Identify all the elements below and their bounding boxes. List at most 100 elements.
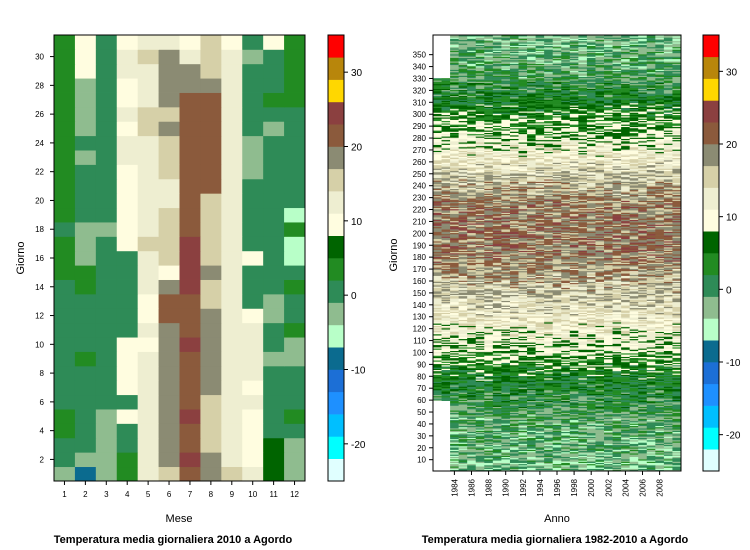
heatmap-cell	[484, 137, 494, 139]
heatmap-cell	[441, 245, 451, 248]
heatmap-cell	[475, 57, 485, 60]
heatmap-cell	[484, 110, 494, 112]
heatmap-cell	[441, 432, 451, 435]
heatmap-cell	[263, 193, 285, 209]
heatmap-cell	[484, 227, 494, 230]
heatmap-cell	[501, 462, 511, 465]
heatmap-cell	[501, 362, 511, 365]
heatmap-cell	[458, 48, 468, 50]
heatmap-cell	[535, 336, 545, 338]
heatmap-cell	[509, 343, 519, 346]
heatmap-cell	[492, 363, 502, 366]
heatmap-cell	[509, 362, 519, 365]
heatmap-cell	[458, 110, 468, 112]
heatmap-cell	[263, 351, 285, 367]
heatmap-cell	[441, 355, 451, 357]
heatmap-cell	[501, 305, 511, 307]
heatmap-cell	[467, 98, 477, 100]
colorbar-tick-label: 10	[351, 217, 363, 228]
heatmap-cell	[450, 58, 459, 61]
heatmap-cell	[441, 139, 451, 142]
heatmap-cell	[441, 242, 451, 244]
heatmap-cell	[475, 116, 485, 118]
heatmap-cell	[492, 146, 502, 149]
heatmap-cell	[441, 135, 451, 137]
heatmap-cell	[433, 225, 442, 228]
heatmap-cell	[433, 86, 442, 88]
heatmap-cell	[492, 137, 502, 139]
heatmap-cell	[433, 428, 442, 430]
heatmap-cell	[441, 118, 451, 120]
heatmap-cell	[433, 36, 442, 38]
heatmap-cell	[137, 150, 159, 165]
heatmap-cell	[509, 279, 519, 281]
heatmap-cell	[535, 395, 545, 398]
heatmap-cell	[484, 375, 494, 378]
heatmap-cell	[501, 338, 511, 341]
heatmap-cell	[116, 322, 139, 338]
heatmap-cell	[518, 211, 528, 213]
heatmap-cell	[527, 455, 536, 457]
heatmap-cell	[458, 256, 468, 259]
heatmap-cell	[484, 384, 494, 386]
heatmap-cell	[509, 35, 519, 37]
heatmap-cell	[441, 374, 451, 376]
heatmap-cell	[467, 275, 477, 278]
heatmap-cell	[518, 355, 528, 357]
heatmap-cell	[527, 468, 536, 471]
heatmap-cell	[501, 210, 511, 212]
heatmap-cell	[441, 451, 451, 454]
heatmap-cell	[518, 167, 528, 169]
heatmap-cell	[467, 35, 477, 37]
heatmap-cell	[475, 150, 485, 153]
heatmap-cell	[509, 295, 519, 298]
heatmap-cell	[475, 88, 485, 91]
heatmap-cell	[441, 129, 451, 131]
heatmap-cell	[450, 46, 459, 49]
heatmap-cell	[441, 145, 451, 148]
heatmap-cell	[467, 322, 477, 324]
heatmap-cell	[484, 146, 494, 149]
heatmap-cell	[458, 80, 468, 82]
heatmap-cell	[501, 236, 511, 238]
heatmap-cell	[527, 236, 536, 238]
heatmap-cell	[433, 298, 442, 300]
heatmap-cell	[509, 205, 519, 207]
heatmap-cell	[484, 86, 494, 88]
heatmap-cell	[535, 349, 545, 351]
heatmap-cell	[527, 162, 536, 164]
heatmap-cell	[484, 212, 494, 214]
heatmap-cell	[509, 222, 519, 224]
heatmap-cell	[450, 49, 459, 51]
heatmap-cell	[475, 95, 485, 98]
heatmap-cell	[467, 385, 477, 387]
heatmap-cell	[475, 465, 485, 467]
heatmap-cell	[501, 369, 511, 372]
heatmap-cell	[501, 98, 511, 100]
heatmap-cell	[450, 293, 459, 295]
heatmap-cell	[492, 359, 502, 361]
heatmap-cell	[450, 310, 459, 312]
heatmap-cell	[458, 160, 468, 162]
heatmap-cell	[179, 250, 201, 266]
heatmap-cell	[284, 135, 306, 151]
heatmap-cell	[518, 75, 528, 77]
heatmap-cell	[475, 376, 485, 379]
heatmap-cell	[458, 127, 468, 130]
heatmap-cell	[467, 213, 477, 216]
heatmap-cell	[475, 341, 485, 343]
heatmap-cell	[433, 61, 442, 63]
heatmap-cell	[441, 152, 451, 155]
heatmap-cell	[484, 392, 494, 394]
heatmap-cell	[518, 64, 528, 67]
heatmap-cell	[501, 299, 511, 301]
heatmap-cell	[475, 316, 485, 318]
heatmap-cell	[137, 236, 159, 252]
heatmap-cell	[441, 289, 451, 292]
heatmap-cell	[535, 442, 545, 444]
heatmap-cell	[518, 236, 528, 238]
heatmap-cell	[54, 293, 76, 309]
heatmap-cell	[492, 236, 502, 238]
heatmap-cell	[492, 381, 502, 384]
heatmap-cell	[509, 347, 519, 349]
